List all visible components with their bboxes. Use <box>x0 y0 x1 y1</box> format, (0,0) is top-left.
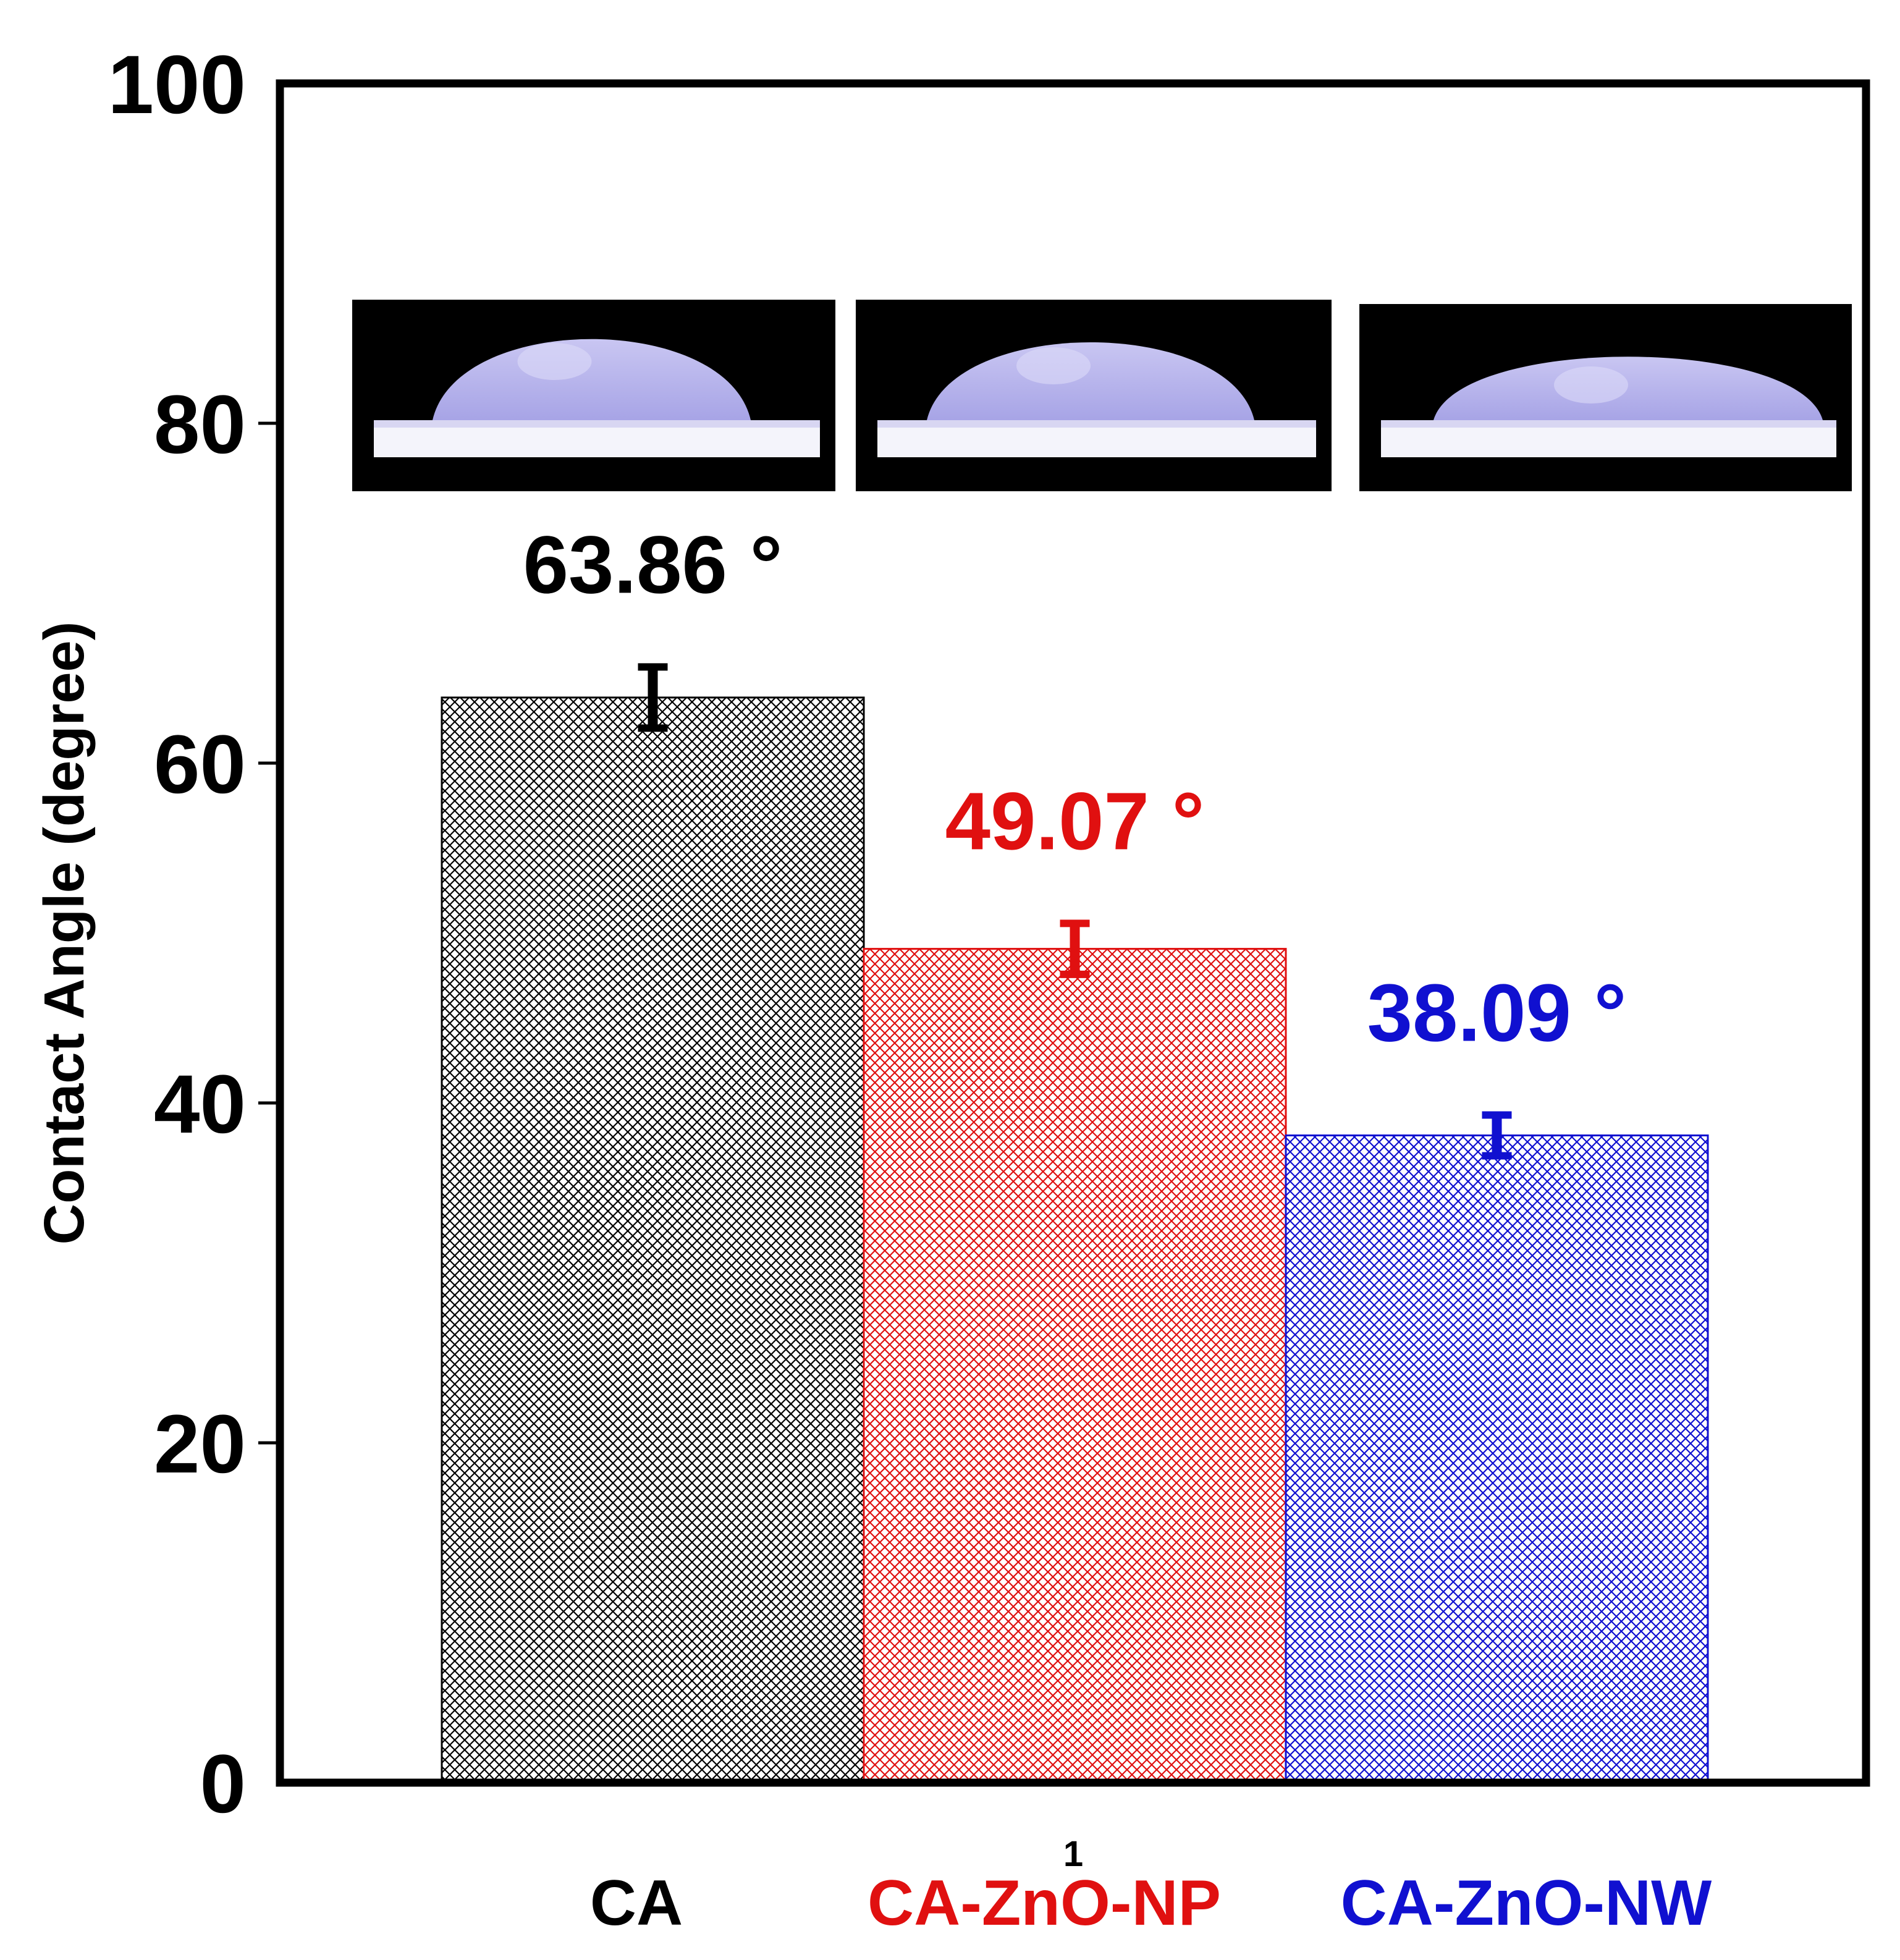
bar-ca <box>441 696 865 1784</box>
y-tick-label-20: 20 <box>154 1398 246 1490</box>
water-droplet-photo-CA-ZnO-NW <box>1359 304 1852 491</box>
value-label-ca-zno-np: 49.07 ° <box>945 775 1205 866</box>
error-bar-ca-zno-np <box>1060 919 1090 978</box>
y-tick-label-60: 60 <box>154 719 246 811</box>
bars-layer <box>441 663 1709 1784</box>
labels-layer: 63.86 ° CA 49.07 ° CA-ZnO-NP 38.09 ° CA-ZnO-N… <box>33 39 1712 1939</box>
y-axis-label: Contact Angle (degree) <box>33 622 96 1245</box>
category-label-ca-zno-nw: CA-ZnO-NW <box>1341 1867 1713 1939</box>
y-tick-label-40: 40 <box>154 1058 246 1151</box>
bar-ca-zno-nw <box>1285 1134 1709 1784</box>
value-label-ca: 63.86 ° <box>523 519 783 610</box>
water-droplet-photo-CA-ZnO-NP <box>856 300 1332 491</box>
x-tick-label: 1 <box>1063 1834 1083 1874</box>
category-label-ca-zno-np: CA-ZnO-NP <box>868 1867 1221 1939</box>
y-tick-label-100: 100 <box>108 39 246 131</box>
bar-ca-zno-np <box>863 948 1287 1784</box>
water-droplet-photo-CA <box>352 300 835 491</box>
insets-layer <box>352 300 1852 491</box>
axes-layer <box>258 79 1870 1787</box>
y-tick-label-80: 80 <box>154 379 246 471</box>
error-bar-ca-zno-nw <box>1482 1111 1512 1160</box>
value-label-ca-zno-nw: 38.09 ° <box>1367 968 1627 1058</box>
error-bar-ca <box>638 663 668 732</box>
y-tick-label-0: 0 <box>200 1738 246 1830</box>
plot-frame <box>276 79 1870 1787</box>
category-label-ca: CA <box>590 1867 683 1939</box>
